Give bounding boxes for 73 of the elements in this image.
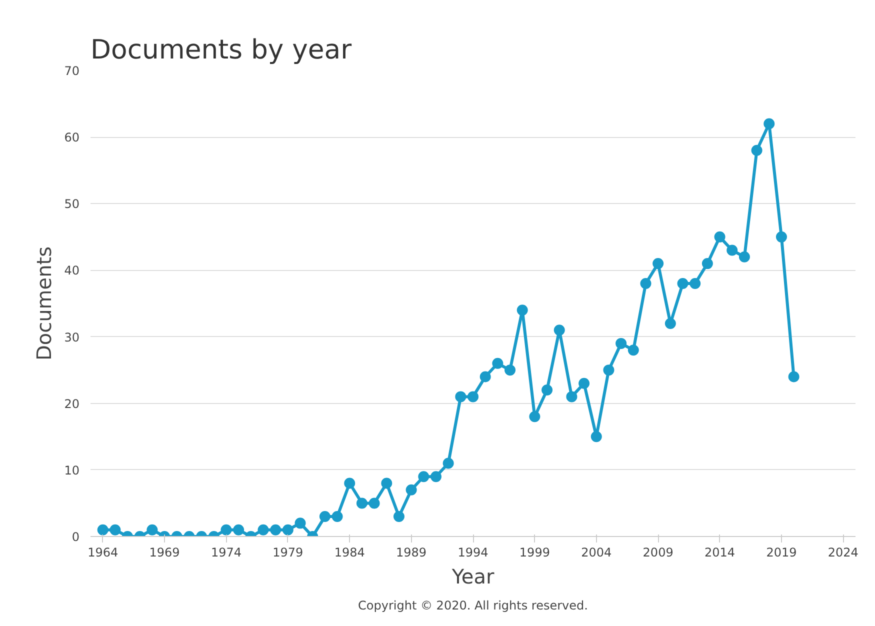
point <box>294 518 306 529</box>
point <box>702 258 713 270</box>
x-tick-label: 1964 <box>88 546 118 560</box>
point <box>270 524 282 536</box>
point <box>677 278 688 290</box>
x-tick-label: 1984 <box>334 546 365 560</box>
point <box>233 524 244 536</box>
x-tick-label: 1969 <box>149 546 180 560</box>
x-tick-label: 2019 <box>766 546 797 560</box>
point <box>578 378 590 389</box>
x-tick-label: 1979 <box>272 546 304 560</box>
point <box>566 391 578 402</box>
point <box>516 304 528 316</box>
point <box>529 411 540 422</box>
y-tick-label: 50 <box>64 197 80 212</box>
y-axis-title: Documents <box>32 246 56 361</box>
point <box>480 371 491 382</box>
x-axis-title: Year <box>450 564 495 588</box>
point <box>652 258 664 270</box>
point <box>282 524 294 536</box>
point <box>220 524 232 536</box>
x-tick-label: 1989 <box>396 546 427 560</box>
y-tick-label: 60 <box>64 130 80 145</box>
point <box>146 524 158 536</box>
point <box>406 484 417 496</box>
point <box>590 431 602 442</box>
point <box>97 524 108 536</box>
x-tick-label: 2024 <box>828 546 858 560</box>
point <box>319 511 330 522</box>
point <box>381 478 392 489</box>
y-tick-label: 10 <box>64 463 80 478</box>
point <box>418 471 430 482</box>
point <box>442 458 454 469</box>
point <box>542 384 553 396</box>
point <box>603 364 614 376</box>
y-tick-label: 70 <box>64 64 80 78</box>
text: Copyright © 2020. All rights reserved. <box>358 598 588 612</box>
point <box>332 511 343 522</box>
point <box>430 471 442 482</box>
chart-title: Documents by year <box>90 34 352 66</box>
point <box>690 278 701 290</box>
x-tick-label: 1994 <box>458 546 488 560</box>
x-tick-label: 2014 <box>704 546 736 560</box>
point <box>664 318 676 329</box>
point <box>616 338 627 349</box>
y-tick-label: 20 <box>64 396 80 411</box>
point <box>356 498 368 509</box>
point <box>455 391 466 402</box>
point <box>258 524 269 536</box>
point <box>764 118 775 130</box>
point <box>788 371 800 382</box>
point <box>776 231 787 242</box>
x-tick-label: 1974 <box>210 546 242 560</box>
point <box>640 278 652 290</box>
point <box>554 324 565 336</box>
x-tick-label: 2004 <box>581 546 612 560</box>
point <box>368 498 380 509</box>
point <box>738 251 750 262</box>
x-tick-label: 1999 <box>519 546 550 560</box>
point <box>393 511 404 522</box>
y-tick-label: 30 <box>64 330 80 344</box>
point <box>714 231 726 242</box>
point <box>726 244 738 256</box>
x-tick-label: 2009 <box>642 546 674 560</box>
y-tick-label: 40 <box>64 264 80 278</box>
y-tick-label: 0 <box>72 530 80 544</box>
point <box>110 524 121 536</box>
point <box>344 478 356 489</box>
point <box>492 358 504 369</box>
point <box>468 391 478 402</box>
point <box>504 364 516 376</box>
point <box>751 144 762 156</box>
point <box>628 344 639 356</box>
